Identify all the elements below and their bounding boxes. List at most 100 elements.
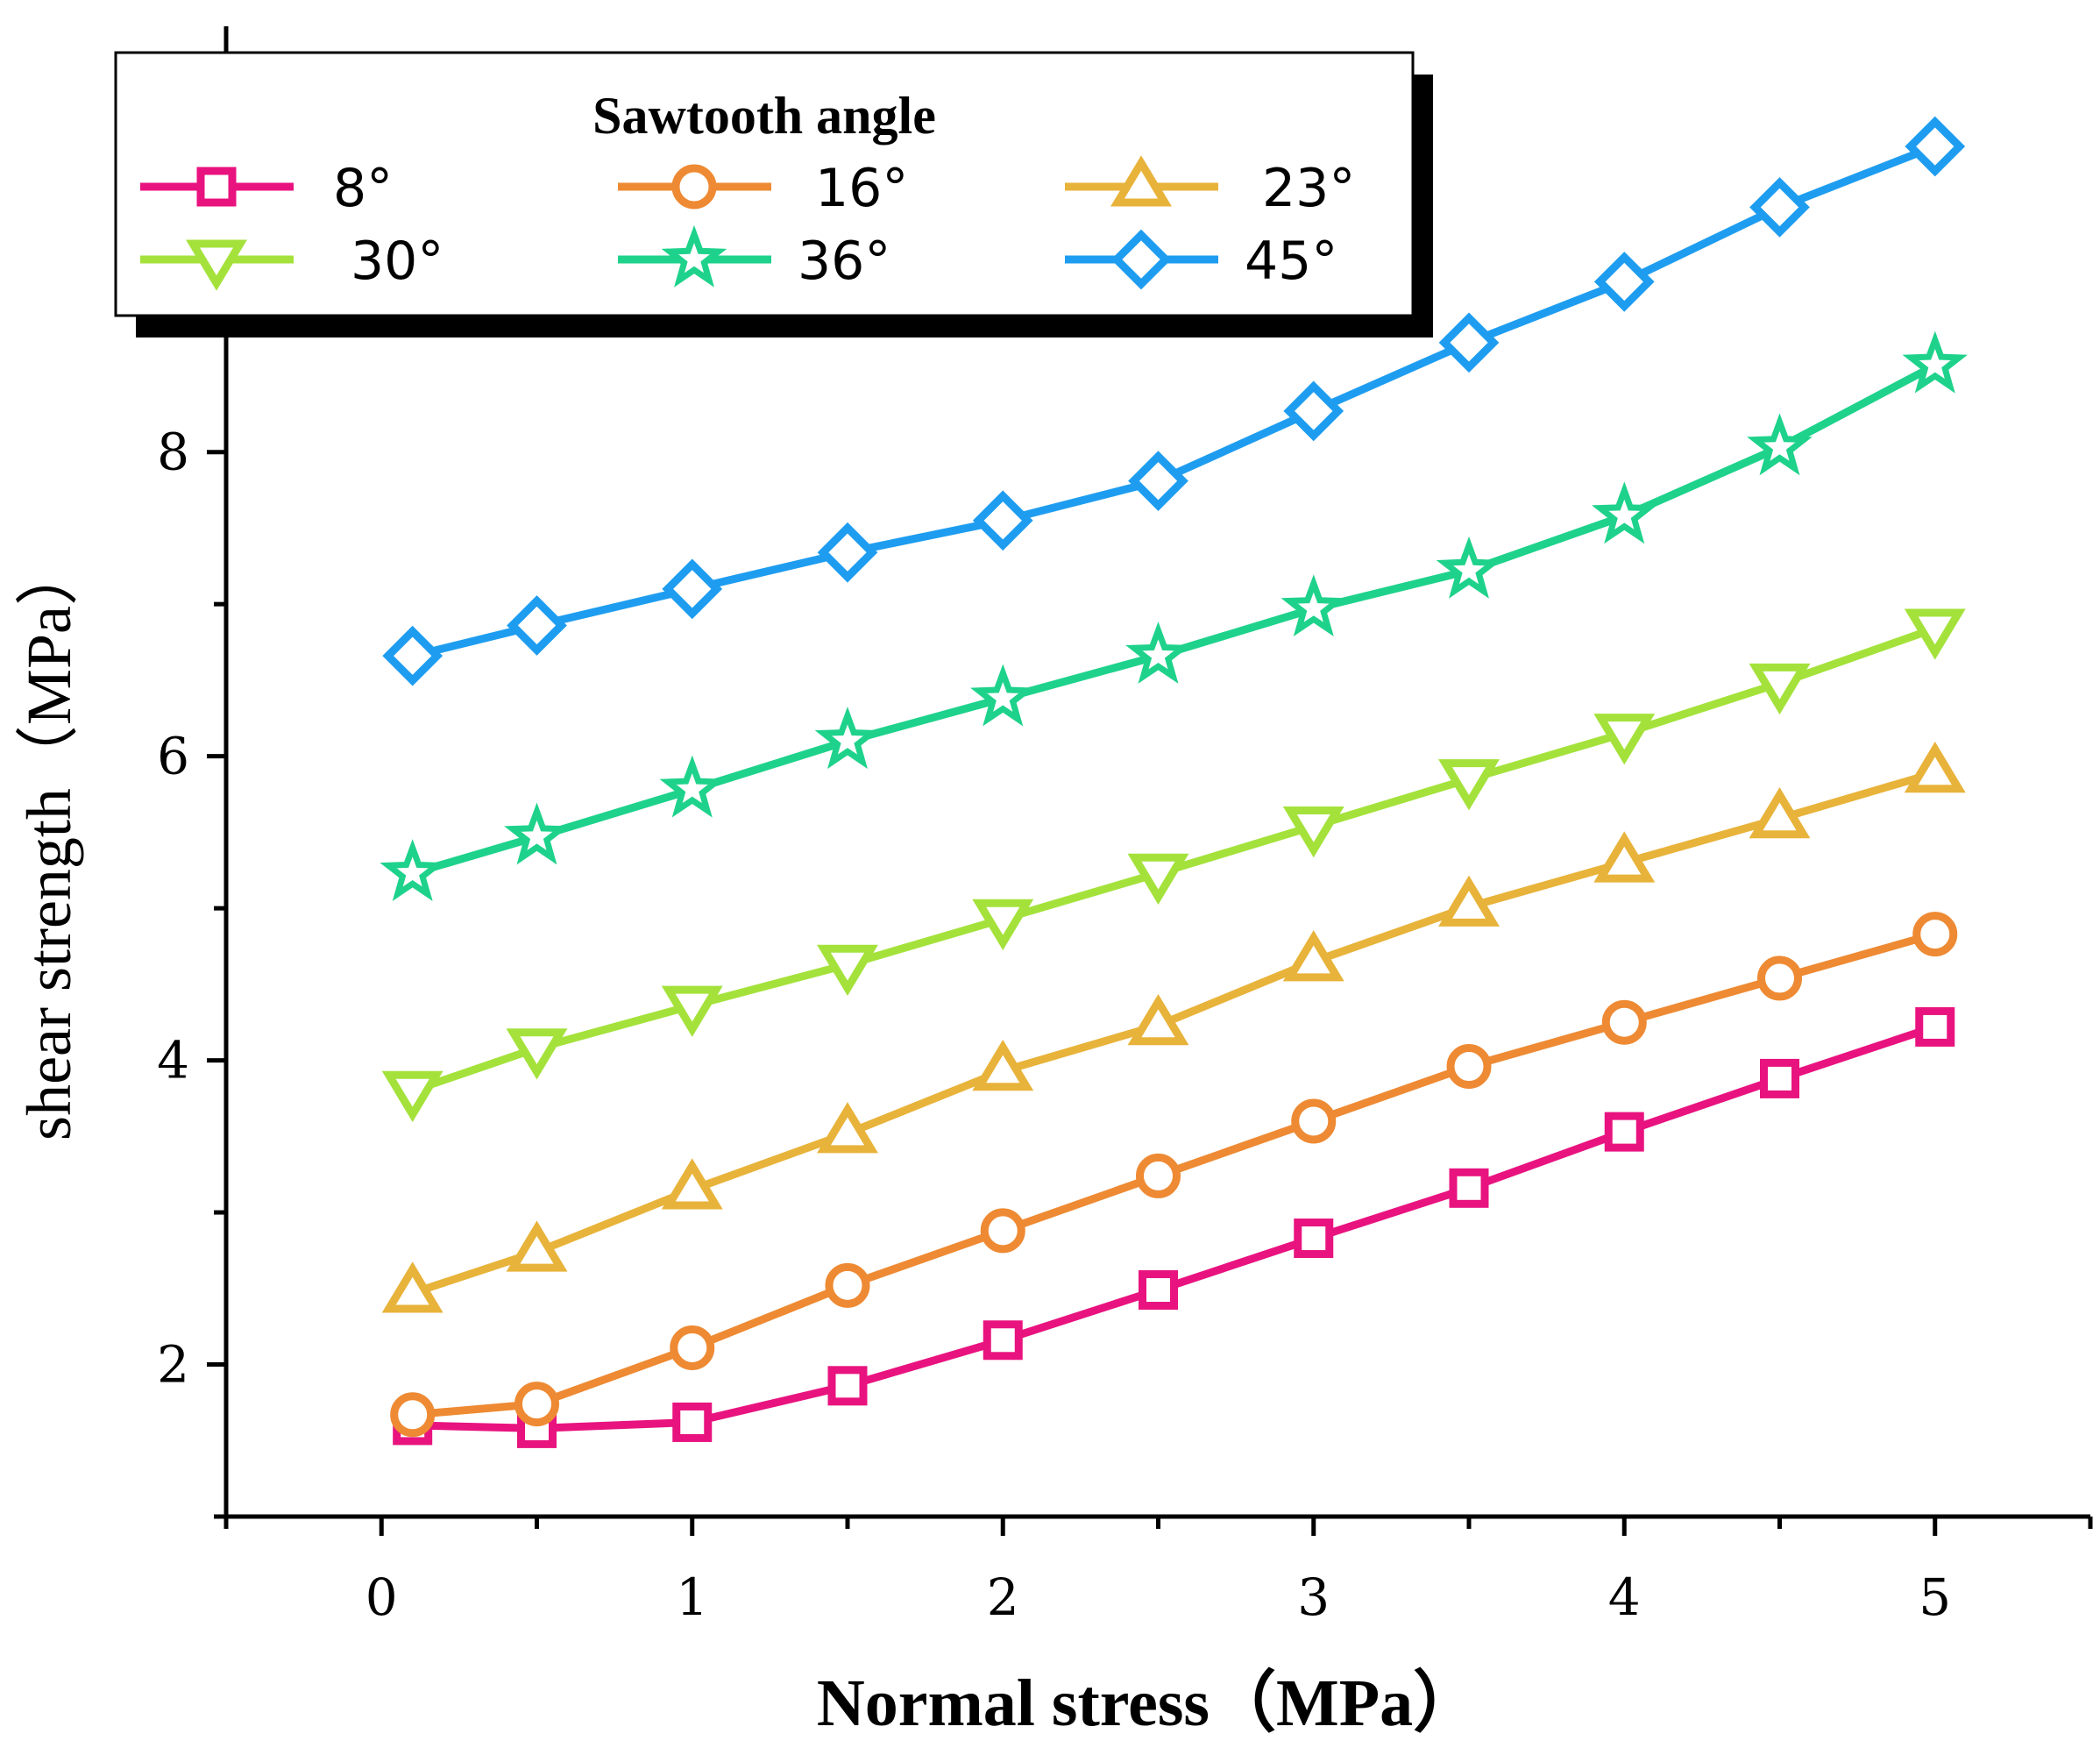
- data-point: [1128, 451, 1188, 512]
- x-tick-label: 2: [987, 1567, 1019, 1627]
- legend-marker: [671, 164, 717, 210]
- legend-item: 8°: [140, 158, 393, 219]
- data-point: [506, 1220, 568, 1272]
- data-point: [817, 1102, 878, 1154]
- data-point: [1593, 252, 1655, 312]
- y-tick-label: 4: [157, 1031, 189, 1091]
- legend-marker: [186, 239, 247, 291]
- data-point: [1282, 806, 1344, 858]
- plot-area: [380, 116, 1968, 1448]
- legend: Sawtooth angle 8° 16° 23° 30° 36° 45°: [114, 51, 1433, 338]
- data-point: [827, 1366, 868, 1406]
- data-point: [1436, 536, 1502, 599]
- data-point: [1136, 1153, 1181, 1198]
- series-star: [380, 330, 1968, 901]
- data-point: [1749, 787, 1811, 839]
- data-point: [506, 1028, 568, 1080]
- data-point: [1593, 714, 1656, 765]
- y-tick-label: 8: [157, 423, 189, 482]
- data-point: [972, 899, 1034, 951]
- data-point: [1904, 608, 1966, 660]
- data-point: [659, 755, 725, 818]
- data-point: [390, 1392, 436, 1438]
- data-point: [380, 839, 446, 901]
- data-point: [514, 1382, 559, 1427]
- legend-item: 16°: [618, 158, 908, 219]
- legend-marker: [661, 224, 727, 288]
- data-point: [1127, 993, 1189, 1046]
- axes: 0 1 2 3 4 5 2 4 6 8: [157, 26, 2093, 1627]
- x-tick-label: 0: [365, 1567, 398, 1627]
- data-point: [817, 944, 878, 997]
- data-point: [1283, 380, 1344, 442]
- data-point: [1915, 1006, 1955, 1047]
- data-point: [1291, 1098, 1337, 1144]
- legend-marker: [196, 167, 237, 207]
- data-point: [1593, 831, 1656, 883]
- data-point: [672, 1402, 713, 1442]
- data-point: [1604, 1112, 1644, 1152]
- data-point: [504, 802, 570, 865]
- data-point: [814, 707, 881, 770]
- data-point: [662, 558, 723, 620]
- data-point: [1757, 956, 1802, 1001]
- data-point: [1139, 1270, 1178, 1311]
- legend-marker: [1110, 229, 1172, 290]
- x-tick-label: 3: [1297, 1567, 1330, 1627]
- y-tick-label: 6: [157, 727, 189, 786]
- data-point: [1438, 312, 1500, 373]
- data-point: [1438, 759, 1500, 811]
- series-square: [393, 1006, 1955, 1448]
- data-point: [1282, 930, 1344, 982]
- y-tick-label: 2: [157, 1335, 189, 1395]
- legend-item: 45°: [1065, 229, 1337, 292]
- legend-label: 16°: [815, 158, 908, 219]
- data-point: [825, 1262, 870, 1308]
- data-point: [382, 625, 443, 686]
- x-axis-title: Normal stress（MPa）: [817, 1666, 1479, 1740]
- data-point: [670, 1325, 715, 1370]
- data-point: [1592, 481, 1657, 544]
- legend-item: 23°: [1065, 155, 1355, 219]
- legend-marker: [1110, 155, 1172, 207]
- series-triangle-down: [381, 608, 1966, 1123]
- data-point: [381, 1261, 443, 1313]
- series-diamond: [382, 116, 1966, 686]
- data-point: [972, 490, 1033, 551]
- data-point: [661, 1158, 723, 1210]
- data-point: [1127, 853, 1189, 905]
- series-circle: [390, 912, 1958, 1438]
- data-point: [983, 1320, 1023, 1361]
- legend-item: 36°: [618, 224, 890, 292]
- legend-label: 36°: [798, 231, 890, 292]
- data-point: [980, 1208, 1025, 1254]
- x-tick-label: 4: [1608, 1567, 1641, 1627]
- data-point: [1904, 741, 1966, 793]
- y-axis-title: shear strength（MPa）: [14, 543, 84, 1140]
- data-point: [1902, 330, 1968, 394]
- data-point: [1125, 622, 1191, 684]
- x-tick-label: 1: [676, 1567, 708, 1627]
- data-point: [1749, 663, 1811, 715]
- legend-label: 45°: [1245, 231, 1337, 292]
- data-point: [1749, 177, 1810, 238]
- data-point: [1905, 116, 1966, 177]
- x-tick-label: 5: [1919, 1567, 1951, 1627]
- series-line: [411, 361, 1937, 878]
- data-point: [1446, 1044, 1492, 1090]
- legend-label: 23°: [1262, 158, 1355, 219]
- legend-item: 30°: [140, 231, 443, 292]
- data-point: [817, 522, 878, 583]
- data-point: [1747, 413, 1813, 476]
- data-point: [1281, 574, 1346, 637]
- data-point: [1449, 1168, 1489, 1208]
- legend-title: Sawtooth angle: [592, 87, 936, 145]
- series-triangle-up: [381, 741, 1966, 1313]
- legend-label: 8°: [333, 158, 393, 219]
- data-point: [1760, 1058, 1799, 1098]
- data-point: [1294, 1219, 1334, 1259]
- data-point: [381, 1070, 443, 1123]
- data-point: [507, 595, 567, 656]
- data-point: [972, 1039, 1034, 1091]
